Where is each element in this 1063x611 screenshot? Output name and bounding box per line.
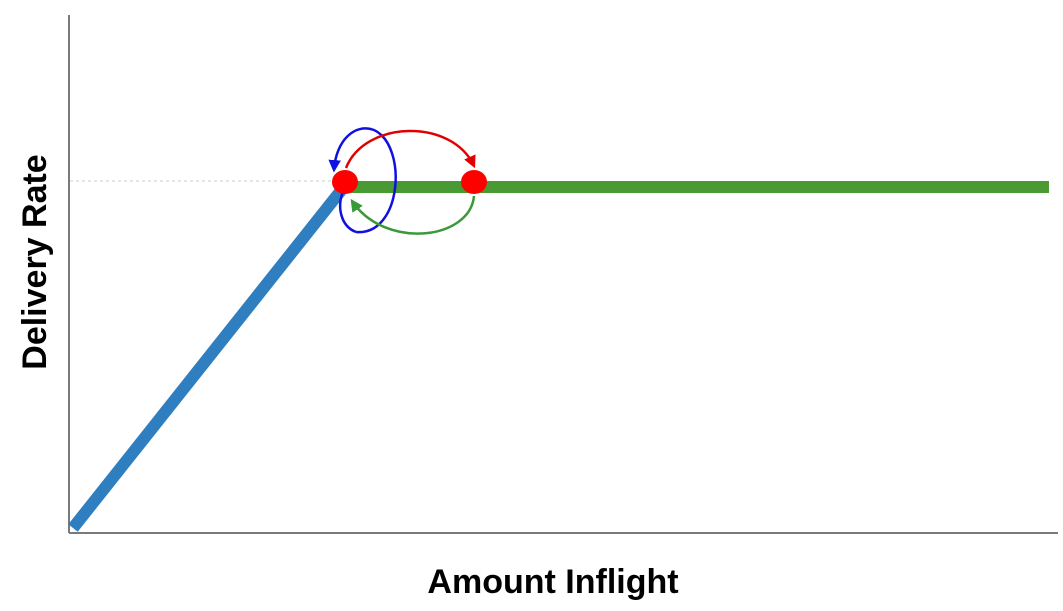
- blue-loop-tail: [339, 191, 357, 234]
- green-arc-arrow: [350, 195, 476, 235]
- red-arc-arrow: [344, 129, 476, 169]
- point-on-plateau: [461, 170, 487, 194]
- y-axis-label: Delivery Rate: [16, 154, 54, 369]
- x-axis-label: Amount Inflight: [427, 563, 678, 601]
- point-at-knee: [332, 170, 358, 194]
- rising-segment: [68, 184, 348, 532]
- blue-loop-arrow: [328, 127, 397, 234]
